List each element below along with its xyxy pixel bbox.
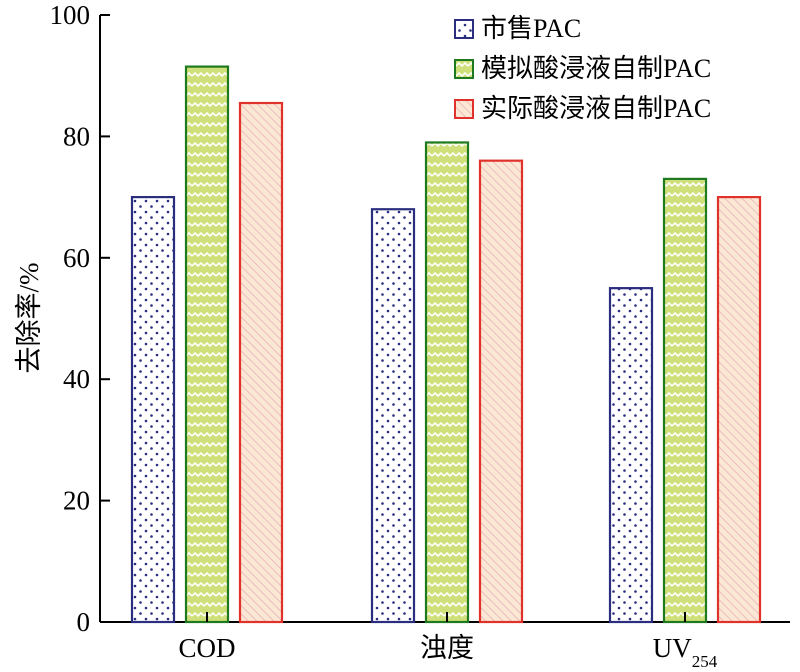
- bar-series3-3: [716, 196, 762, 624]
- legend-swatch: [454, 99, 474, 119]
- y-axis-label: 去除率/%: [14, 263, 44, 374]
- y-axis-ticks: 0 20 40 60 80 100: [50, 0, 110, 637]
- bar-series2-1: [184, 65, 230, 624]
- y-tick-label: 40: [63, 364, 90, 394]
- bar-series2-3: [662, 177, 708, 624]
- legend-label: 模拟酸浸液自制PAC: [481, 54, 711, 83]
- bar-series1-2: [370, 208, 416, 624]
- bar-series1-3: [608, 287, 654, 624]
- y-tick-label: 100: [50, 0, 91, 30]
- y-tick-label: 20: [63, 486, 90, 516]
- bar-series2-2: [424, 141, 470, 624]
- y-tick-label: 80: [63, 121, 90, 151]
- legend-label: 实际酸浸液自制PAC: [481, 94, 711, 123]
- y-tick-label: 60: [63, 243, 90, 273]
- x-category-label: UV254: [653, 633, 718, 667]
- bar-series3-2: [478, 159, 524, 624]
- bar-series3-1: [238, 101, 284, 624]
- y-tick-label: 0: [77, 607, 91, 637]
- legend-swatch: [454, 59, 474, 79]
- bars: [130, 65, 762, 624]
- bar-series1-1: [130, 196, 176, 624]
- legend: 市售PAC 模拟酸浸液自制PAC 实际酸浸液自制PAC: [454, 14, 711, 123]
- legend-swatch: [454, 19, 474, 39]
- x-axis-labels: COD 浊度 UV254: [178, 612, 718, 671]
- legend-label: 市售PAC: [481, 14, 581, 43]
- x-category-label: COD: [178, 633, 235, 663]
- x-category-label: 浊度: [420, 633, 474, 663]
